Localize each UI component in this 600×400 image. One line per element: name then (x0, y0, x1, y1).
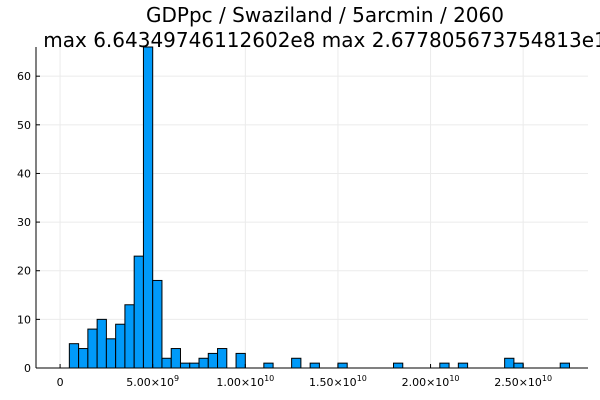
histogram-bar (115, 323, 126, 369)
histogram-bar (439, 362, 450, 369)
y-tick-label: 40 (17, 167, 31, 180)
histogram-bar (161, 357, 172, 369)
histogram-bar (179, 362, 191, 369)
axes (35, 47, 588, 369)
histogram-bar (87, 328, 98, 369)
histogram-bar (309, 362, 320, 369)
histogram-bar (559, 362, 570, 369)
histogram-bar (124, 304, 135, 369)
x-tick-label: 0 (57, 376, 64, 389)
y-tick-label: 50 (17, 119, 31, 132)
y-tick-label: 20 (17, 265, 31, 278)
histogram-bar (96, 318, 107, 369)
x-tick-label: 1.50×1010 (309, 374, 367, 389)
histogram-bar (105, 338, 117, 369)
y-tick-label: 0 (24, 362, 31, 375)
histogram-bar (198, 357, 209, 369)
histogram-bar (393, 362, 404, 369)
histogram-bars (68, 46, 570, 369)
histogram-bar (68, 343, 80, 369)
x-tick-label: 2.00×1010 (402, 374, 460, 389)
x-tick-label: 1.00×1010 (216, 374, 274, 389)
y-tick-label: 10 (17, 313, 31, 326)
y-tick-label: 30 (17, 216, 31, 229)
x-tick-label: 5.00×109 (126, 374, 179, 389)
histogram-bar (337, 362, 348, 369)
histogram-bar (152, 279, 163, 369)
x-tick-label: 2.50×1010 (494, 374, 552, 389)
chart-subtitle: max 6.64349746112602e8 max 2.67780567375… (43, 28, 600, 52)
histogram-bar (457, 362, 469, 369)
chart-title: GDPpc / Swaziland / 5arcmin / 2060 (146, 3, 504, 27)
histogram-bar (189, 362, 200, 369)
histogram-bar (170, 348, 181, 369)
histogram-bar (217, 348, 228, 369)
histogram-bar (235, 352, 246, 369)
histogram-bar (513, 362, 524, 369)
histogram-bar (263, 362, 274, 369)
histogram-bar (291, 357, 302, 369)
histogram-bar (504, 357, 515, 369)
histogram-bar (78, 348, 89, 369)
y-tick-label: 60 (17, 70, 31, 83)
histogram-bar (133, 255, 144, 369)
y-axis-tick-labels: 0 10 20 30 40 50 60 (17, 70, 31, 375)
histogram-bar (207, 352, 219, 369)
histogram-bar (142, 46, 154, 369)
x-axis-tick-labels: 0 5.00×109 1.00×1010 1.50×1010 2.00×1010 2.50… (57, 374, 553, 389)
